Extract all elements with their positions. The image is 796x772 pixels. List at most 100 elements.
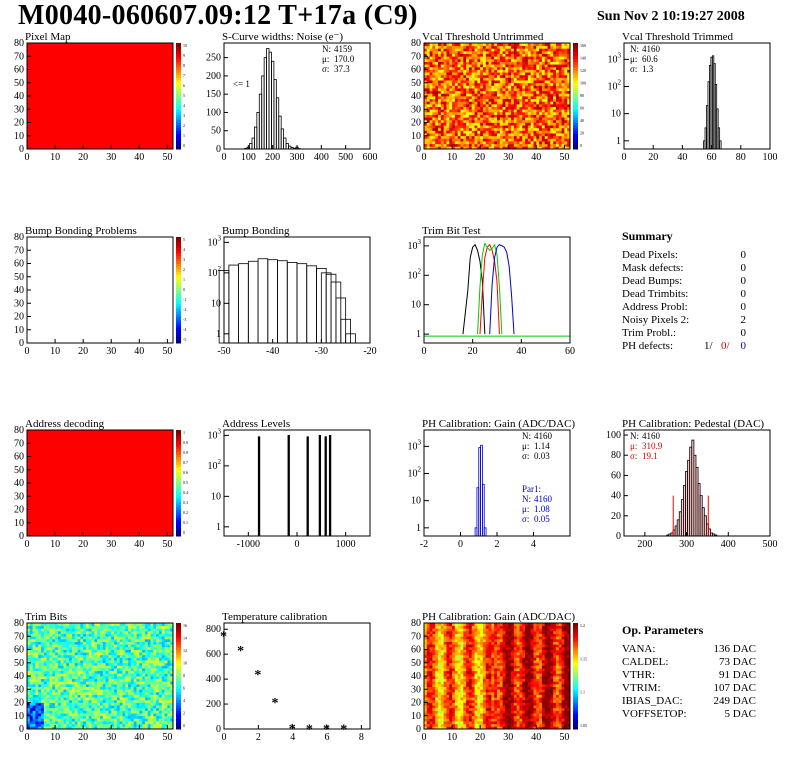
y-tick-label: 102 [608, 79, 622, 93]
palette-tick-label: 0.8 [183, 450, 188, 455]
summary-row: Dead Trimbits: 0 [622, 288, 746, 301]
y-tick-label: 60 [611, 470, 621, 481]
x-tick-label: 20 [648, 152, 658, 163]
chart-title: PH Calibration: Gain (ADC/DAC) [422, 611, 575, 623]
palette-tick-label: 7 [183, 73, 185, 78]
palette-tick-label: 1 [183, 133, 185, 138]
x-tick-label: 10 [447, 152, 457, 163]
scatter-point: * [237, 644, 244, 659]
x-tick-label: -50 [217, 346, 230, 357]
stats-value: 19.1 [642, 451, 658, 461]
stats-label: N: [630, 431, 639, 441]
chart-title: Trim Bits [25, 611, 67, 623]
palette-tick-label: 40 [580, 118, 584, 123]
palette-tick-label: 10 [183, 43, 187, 48]
y-tick-label: 102 [408, 466, 422, 480]
x-tick-label: 0 [25, 539, 30, 550]
palette-bar: 160 140 120 100 80 60 40 20 0 [573, 43, 586, 150]
stats-value: 4160 [642, 431, 661, 441]
x-tick-label: 60 [707, 152, 717, 163]
histogram-bar [238, 263, 249, 344]
palette-tick-label: 14 [183, 636, 187, 641]
y-tick-label: 40 [14, 478, 24, 489]
x-tick-label: 20 [468, 346, 478, 357]
op-parameter-value: 5 DAC [724, 708, 756, 720]
x-tick-label: 200 [265, 152, 280, 163]
chart-vcal_trimmed: Vcal Threshold Trimmed 0 20 40 60 80 100 1 10 102… [608, 31, 778, 163]
histogram-bar [296, 263, 308, 344]
op-parameter-value: 136 DAC [713, 643, 756, 655]
histogram-bar [257, 436, 261, 537]
op-parameter-value: 107 DAC [713, 682, 756, 694]
histogram-bar [277, 260, 288, 344]
y-tick-label: 30 [411, 684, 421, 695]
x-tick-label: 40 [531, 152, 541, 163]
y-tick-label: 10 [411, 496, 421, 507]
y-tick-label: 50 [14, 78, 24, 89]
x-tick-label: 20 [78, 539, 88, 550]
x-tick-label: 20 [475, 152, 485, 163]
x-tick-label: 30 [106, 539, 116, 550]
op-parameter-value: 249 DAC [713, 695, 756, 707]
op-parameter-label: VTRIM: [622, 682, 661, 694]
chart-ph_gain: PH Calibration: Gain (ADC/DAC) -2 0 2 4 1 10 10… [408, 418, 576, 550]
x-tick-label: 4 [290, 732, 295, 743]
op-parameter-row: VANA: 136 DAC [622, 643, 756, 656]
y-tick-label: 30 [14, 104, 24, 115]
y-tick-label: 20 [411, 698, 421, 709]
chart-ph_gain_map: PH Calibration: Gain (ADC/DAC) 1.2 1.15 1.1… [411, 611, 587, 743]
y-tick-label: 0 [19, 531, 24, 542]
x-tick-label: 50 [162, 539, 172, 550]
y-tick-label: 10 [14, 131, 24, 142]
plot-frame [623, 429, 771, 537]
stats-value: 170.0 [334, 54, 355, 64]
palette-tick-label: 0.6 [183, 470, 188, 475]
y-tick-label: 250 [206, 53, 221, 64]
palette-tick-label: 0 [183, 530, 185, 535]
y-tick-label: 80 [411, 38, 421, 49]
y-tick-label: 0 [416, 144, 421, 155]
summary-label: Address Probl: [622, 301, 688, 313]
x-tick-label: -40 [266, 346, 279, 357]
x-tick-label: 300 [290, 152, 305, 163]
scatter-point: * [272, 696, 279, 711]
chart-vcal_untrimmed: Vcal Threshold Untrimmed1601401201008060… [411, 31, 586, 163]
chart-title: Bump Bonding [222, 225, 290, 237]
x-tick-label: 10 [50, 732, 60, 743]
y-tick-label: 80 [14, 618, 24, 629]
x-tick-label: 10 [50, 346, 60, 357]
x-tick-label: 20 [78, 346, 88, 357]
summary-value: 0 [740, 262, 747, 274]
y-tick-label: 30 [411, 104, 421, 115]
palette-tick-label: -1 [183, 297, 186, 302]
stats-label: N: [322, 44, 331, 54]
palette-tick-label: 1.05 [580, 723, 587, 728]
x-tick-label: -2 [420, 539, 428, 550]
palette-tick-label: 9 [183, 53, 185, 58]
y-tick-label: 200 [206, 71, 221, 82]
x-tick-label: 300 [679, 539, 694, 550]
chart-title: Trim Bit Test [422, 225, 481, 237]
histogram-bar [247, 260, 259, 344]
x-tick-label: 30 [503, 732, 513, 743]
y-tick-label: 103 [208, 427, 222, 441]
ph-defect-value-3: 0 [740, 340, 747, 352]
y-tick-label: 10 [14, 518, 24, 529]
palette-tick-label: 2 [183, 267, 185, 272]
histogram-bar [328, 434, 332, 537]
summary-label: PH defects: [622, 340, 674, 352]
plot-frame [423, 236, 571, 344]
palette-tick-label: 160 [580, 43, 586, 48]
palette-tick-label: 0 [183, 143, 185, 148]
y-tick-label: 50 [411, 658, 421, 669]
stats-value: 0.03 [534, 451, 550, 461]
y-tick-label: 20 [14, 505, 24, 516]
scatter-point: * [340, 722, 347, 737]
histogram-bar [267, 259, 278, 344]
op-parameters-box: Op. Parameters VANA: 136 DAC CALDEL: 73 DAC… [622, 623, 756, 721]
x-tick-label: 50 [162, 152, 172, 163]
chart-title: Temperature calibration [222, 611, 328, 623]
x-tick-label: 40 [134, 152, 144, 163]
